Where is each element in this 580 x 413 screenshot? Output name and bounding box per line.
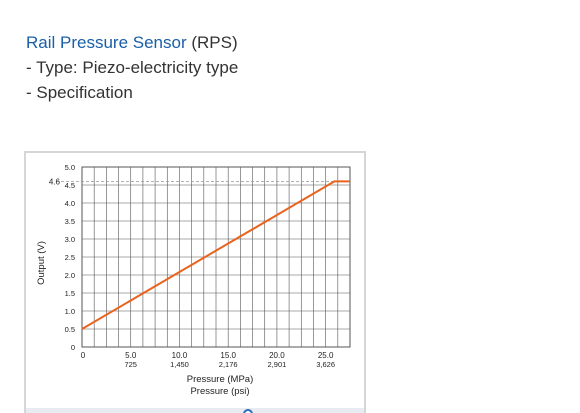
x-axis-secondary-label: Pressure (psi) — [190, 386, 249, 397]
y-axis-label: Output (V) — [36, 241, 47, 285]
image-expand-icon[interactable] — [243, 409, 253, 413]
x-tick-label-psi: 2,901 — [268, 360, 287, 369]
sensor-spec-line: - Specification — [26, 83, 133, 102]
x-axis-label: Pressure (MPa) — [187, 374, 254, 385]
sensor-abbreviation: (RPS) — [186, 33, 238, 52]
x-tick-label-psi: 725 — [124, 360, 137, 369]
sensor-description: Rail Pressure Sensor (RPS) - Type: Piezo… — [26, 30, 238, 105]
output-voltage-line — [81, 180, 350, 330]
x-tick-label-mpa: 20.0 — [269, 351, 285, 360]
pressure-output-chart: 4.600.51.01.52.02.53.03.54.04.55.00 5.072… — [36, 163, 351, 397]
sensor-type-line: - Type: Piezo-electricity type — [26, 58, 239, 77]
plot-border — [81, 166, 351, 348]
chart-figure: 4.6 0 0.5 1.0 1.5 2.0 2.5 3.0 3.5 4.0 4.5 5.0 0 5.0 72… — [24, 151, 366, 413]
y-tick-label: 1.5 — [65, 289, 75, 298]
x-tick-label-mpa: 15.0 — [220, 351, 236, 360]
x-tick-label-psi: 3,626 — [316, 360, 335, 369]
y-tick-label: 3.0 — [65, 235, 75, 244]
x-tick-label-psi: 1,450 — [170, 360, 189, 369]
y-tick-label: 0.5 — [65, 325, 75, 334]
y-tick-label: 4.5 — [65, 181, 75, 190]
sensor-title: Rail Pressure Sensor (RPS) — [26, 30, 238, 55]
x-tick-label-mpa: 10.0 — [172, 351, 188, 360]
x-tick-label-mpa: 5.0 — [125, 351, 137, 360]
y-tick-label: 3.5 — [65, 217, 75, 226]
y-tick-label: 4.0 — [65, 199, 75, 208]
x-tick-label-mpa: 0 — [81, 351, 86, 360]
figure-bottom-bar — [26, 408, 364, 413]
y-tick-label: 2.0 — [65, 271, 75, 280]
y-tick-label: 5.0 — [65, 163, 75, 172]
reference-label: 4.6 — [49, 177, 61, 186]
y-tick-label: 0 — [71, 343, 75, 352]
y-tick-label: 1.0 — [65, 307, 75, 316]
x-tick-label-mpa: 25.0 — [318, 351, 334, 360]
rail-pressure-sensor-link[interactable]: Rail Pressure Sensor — [26, 33, 187, 52]
x-tick-label-psi: 2,176 — [219, 360, 238, 369]
y-tick-label: 2.5 — [65, 253, 75, 262]
